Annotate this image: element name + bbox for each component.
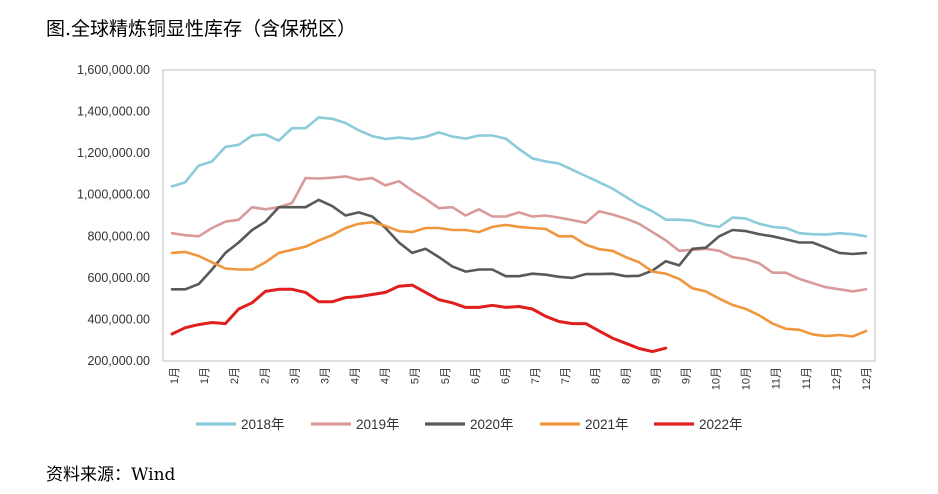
legend: 2018年 2019年 2020年 2021年 2022年 <box>196 417 743 432</box>
series-line-2018年 <box>170 116 868 238</box>
y-tick-label: 200,000.00 <box>87 354 150 368</box>
y-tick-label: 1,600,000.00 <box>77 63 150 77</box>
source-note: 资料来源：Wind <box>46 465 176 485</box>
x-tick-label: 7月 <box>530 367 542 384</box>
legend-label: 2022年 <box>699 417 743 432</box>
x-tick-label: 2月 <box>259 367 271 384</box>
legend-label: 2021年 <box>585 417 629 432</box>
chart-title: 图.全球精炼铜显性库存（含保税区） <box>46 18 357 40</box>
legend-label: 2019年 <box>356 417 400 432</box>
legend-label: 2018年 <box>241 417 285 432</box>
x-tick-label: 4月 <box>380 367 392 384</box>
series-line-2019年 <box>170 175 868 293</box>
x-tick-label: 1月 <box>199 367 211 384</box>
x-tick-label: 7月 <box>560 367 572 384</box>
x-tick-label: 2月 <box>229 367 241 384</box>
series-line-2022年 <box>170 283 668 354</box>
x-tick-label: 3月 <box>289 367 301 384</box>
y-tick-label: 400,000.00 <box>87 312 150 326</box>
x-tick-label: 10月 <box>711 367 723 390</box>
x-tick-label: 9月 <box>680 367 692 384</box>
y-tick-label: 1,200,000.00 <box>77 146 150 160</box>
x-tick-label: 5月 <box>410 367 422 384</box>
series-line-2021年 <box>170 220 868 338</box>
series-lines <box>170 116 868 354</box>
series-line-2020年 <box>170 198 868 291</box>
x-tick-label: 5月 <box>440 367 452 384</box>
x-tick-label: 12月 <box>861 367 873 390</box>
x-axis-ticks: 1月 1月 2月 2月 3月 3月 4月 4月 5月 5月 6月 6月 7月 7月 8月 8月 9月 9月 10月 1… <box>169 367 873 390</box>
x-tick-label: 10月 <box>741 367 753 390</box>
x-tick-label: 1月 <box>169 367 181 384</box>
x-tick-label: 8月 <box>590 367 602 384</box>
y-axis-ticks: 200,000.00 400,000.00 600,000.00 800,000.00… <box>77 63 150 368</box>
x-tick-label: 8月 <box>620 367 632 384</box>
plot-area-frame <box>162 69 876 362</box>
legend-label: 2020年 <box>470 417 514 432</box>
y-tick-label: 600,000.00 <box>87 271 150 285</box>
x-tick-label: 6月 <box>500 367 512 384</box>
x-tick-label: 11月 <box>771 367 783 389</box>
y-tick-label: 800,000.00 <box>87 229 150 243</box>
x-tick-label: 11月 <box>801 367 813 389</box>
x-tick-label: 6月 <box>470 367 482 384</box>
y-tick-label: 1,000,000.00 <box>77 188 150 202</box>
x-tick-label: 12月 <box>831 367 843 390</box>
x-tick-label: 3月 <box>319 367 331 384</box>
x-tick-label: 4月 <box>350 367 362 384</box>
x-tick-label: 9月 <box>650 367 662 384</box>
y-tick-label: 1,400,000.00 <box>77 105 150 119</box>
